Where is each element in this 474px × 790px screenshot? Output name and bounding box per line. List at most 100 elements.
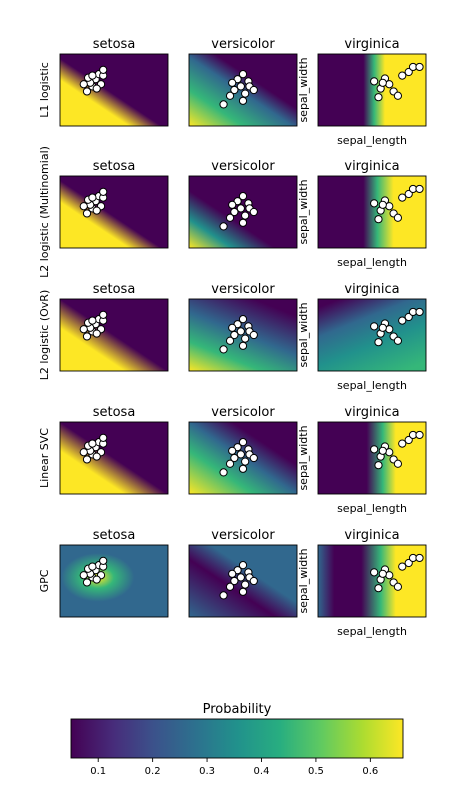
panel-l2-logistic-ovr-virginica — [317, 298, 427, 372]
sample-point — [241, 457, 250, 466]
probability-heatmap — [189, 299, 297, 371]
panel-title-versicolor: versicolor — [211, 405, 275, 420]
probability-heatmap — [60, 299, 168, 371]
sample-point — [92, 206, 101, 215]
panel-title-virginica: virginica — [344, 405, 399, 420]
sample-point — [249, 85, 258, 95]
probability-heatmap — [318, 54, 426, 126]
sample-point — [238, 70, 248, 79]
sample-point — [385, 448, 394, 457]
panel-title-virginica: virginica — [344, 528, 399, 543]
panel-l1-logistic-versicolor — [188, 53, 298, 127]
panel-l1-logistic-setosa — [59, 53, 169, 127]
sample-point — [79, 80, 88, 89]
panel-title-versicolor: versicolor — [211, 282, 275, 297]
sample-point — [236, 573, 245, 582]
panel-title-virginica: virginica — [344, 37, 399, 52]
sample-point — [404, 67, 413, 77]
colorbar-frame — [70, 718, 404, 759]
panel-linear-svc-setosa — [59, 421, 169, 495]
panel-frame — [317, 298, 427, 372]
colorbar-tick-label: 0.4 — [254, 766, 270, 777]
sample-point — [228, 200, 237, 209]
colorbar-tick-label: 0.5 — [308, 766, 324, 777]
panel-l2-logistic-multinomial-versicolor — [188, 175, 298, 249]
sample-point — [79, 325, 88, 334]
sample-point — [219, 591, 228, 600]
panel-frame — [188, 53, 298, 127]
sample-point — [249, 207, 258, 217]
sample-point — [374, 338, 383, 347]
sample-point — [99, 310, 108, 319]
sample-point — [393, 91, 403, 100]
sample-point — [92, 329, 101, 338]
sample-point — [79, 448, 88, 457]
sample-point — [370, 77, 379, 86]
panel-gpc-setosa — [59, 544, 169, 618]
panel-title-setosa: setosa — [93, 159, 136, 174]
colorbar-tick-label: 0.6 — [362, 766, 378, 777]
sample-point — [404, 435, 413, 445]
panel-frame — [59, 175, 169, 249]
sample-point — [228, 323, 237, 332]
panel-title-versicolor: versicolor — [211, 528, 275, 543]
x-axis-label: sepal_length — [337, 379, 407, 392]
sample-point — [370, 445, 379, 454]
sample-point — [230, 576, 239, 586]
x-axis-label: sepal_length — [337, 256, 407, 269]
sample-point — [249, 576, 258, 586]
panel-title-setosa: setosa — [93, 37, 136, 52]
sample-point — [228, 569, 237, 578]
sample-point — [236, 82, 245, 91]
row-label-l1-logistic: L1 logistic — [38, 62, 51, 118]
sample-point — [92, 84, 101, 93]
sample-point — [228, 78, 237, 87]
sample-point — [92, 452, 101, 461]
sample-point — [99, 187, 108, 196]
sample-point — [225, 91, 235, 100]
colorbar-title: Probability — [203, 702, 272, 717]
sample-point — [225, 459, 235, 468]
sample-point — [230, 330, 239, 340]
sample-point — [415, 307, 424, 317]
sample-point — [385, 325, 394, 334]
sample-point — [236, 204, 245, 213]
panel-title-virginica: virginica — [344, 159, 399, 174]
sample-point — [378, 200, 387, 209]
sample-point — [88, 193, 97, 202]
sample-point — [228, 446, 237, 455]
sample-point — [370, 322, 379, 331]
sample-point — [225, 582, 235, 591]
sample-point — [79, 202, 88, 211]
sample-point — [415, 430, 424, 440]
probability-heatmap — [318, 545, 426, 617]
sample-point — [82, 455, 92, 464]
sample-point — [238, 96, 248, 105]
row-label-l2-logistic-multinomial: L2 logistic (Multinomial) — [38, 146, 51, 278]
sample-point — [238, 192, 248, 201]
sample-point — [219, 222, 228, 231]
sample-point — [249, 330, 258, 340]
sample-point — [82, 332, 92, 341]
panel-l2-logistic-ovr-versicolor — [188, 298, 298, 372]
sample-point — [374, 461, 383, 470]
probability-heatmap — [60, 54, 168, 126]
sample-point — [82, 209, 92, 218]
panel-linear-svc-virginica — [317, 421, 427, 495]
sample-point — [393, 582, 403, 591]
panel-frame — [59, 421, 169, 495]
sample-point — [88, 439, 97, 448]
sample-point — [241, 334, 250, 343]
sample-point — [238, 315, 248, 324]
sample-point — [88, 316, 97, 325]
sample-point — [378, 323, 387, 332]
panel-frame — [317, 421, 427, 495]
y-axis-label: sepal_width — [297, 548, 310, 613]
panel-title-versicolor: versicolor — [211, 37, 275, 52]
sample-point — [398, 193, 407, 202]
panel-title-virginica: virginica — [344, 282, 399, 297]
sample-point — [238, 218, 248, 227]
y-axis-label: sepal_width — [297, 179, 310, 244]
probability-heatmap — [60, 422, 168, 494]
